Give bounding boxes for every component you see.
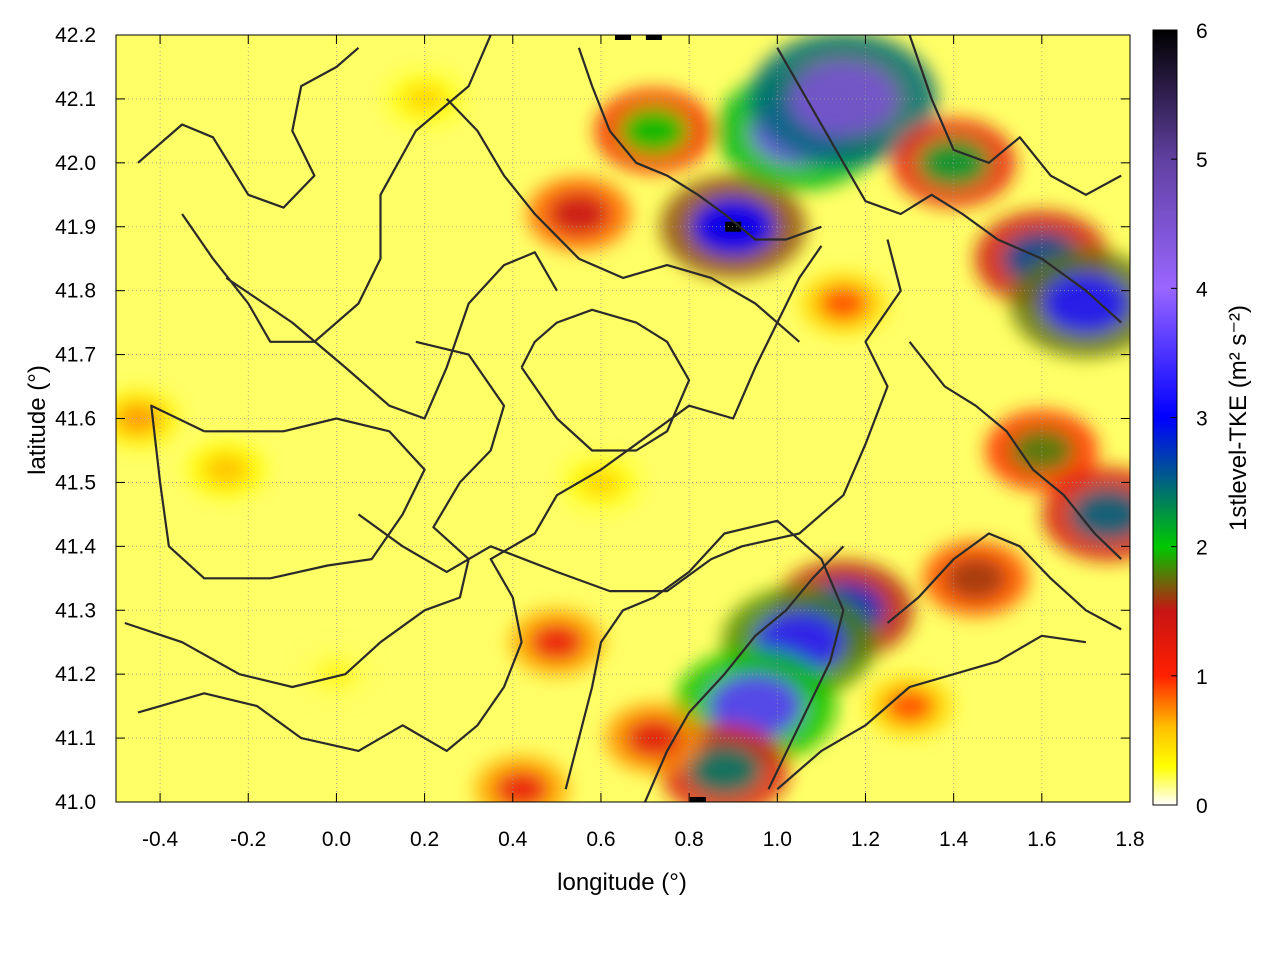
tke-max-spot xyxy=(689,797,706,802)
contour-line xyxy=(225,251,558,420)
x-axis-label: longitude (°) xyxy=(557,869,687,896)
tke-hotspot xyxy=(687,744,762,796)
y-tick-label: 42.1 xyxy=(55,88,96,111)
tke-max-spot xyxy=(725,221,742,232)
x-tick-label: 1.6 xyxy=(1027,828,1056,851)
y-tick-label: 42.0 xyxy=(55,152,96,175)
tke-hotspot xyxy=(1070,488,1130,541)
y-tick-label: 41.7 xyxy=(55,344,96,367)
colorbar-tick-label: 4 xyxy=(1196,278,1208,301)
x-tick-label: 0.4 xyxy=(498,828,528,851)
tke-hotspot xyxy=(116,402,162,435)
x-tick-label: 0.0 xyxy=(322,828,351,851)
tke-hotspot xyxy=(945,557,1007,600)
contour-line xyxy=(908,341,1122,560)
colorbar-tick-label: 1 xyxy=(1196,666,1208,689)
x-tick-label: 1.8 xyxy=(1115,828,1144,851)
contour-line xyxy=(776,634,1087,791)
y-tick-label: 41.8 xyxy=(55,280,96,303)
x-tick-label: 1.0 xyxy=(763,828,792,851)
x-tick-label: 0.6 xyxy=(586,828,615,851)
x-tick-label: -0.2 xyxy=(230,828,266,851)
colorbar-tick-label: 5 xyxy=(1196,149,1208,172)
colorbar-label: 1stlevel-TKE (m² s⁻²) xyxy=(1225,305,1252,531)
y-tick-label: 41.5 xyxy=(55,471,96,494)
tke-field xyxy=(116,35,1130,802)
colorbar: 0 1 2 3 4 5 6 1stlevel-TKE (m² s⁻²) xyxy=(1152,20,1252,818)
x-tick-label: 0.8 xyxy=(675,828,704,851)
y-axis: 41.0 41.1 41.2 41.3 41.4 41.5 41.6 41.7 41.8 41.9… xyxy=(55,24,1130,814)
tke-hotspot xyxy=(1009,428,1074,473)
contour-line xyxy=(124,340,506,689)
y-tick-label: 41.6 xyxy=(55,408,96,431)
contour-line xyxy=(776,47,1122,324)
contour-line xyxy=(137,46,360,209)
tke-hotspot xyxy=(708,674,802,739)
contour-line xyxy=(137,245,823,753)
tke-hotspot xyxy=(1042,273,1130,334)
grid xyxy=(116,35,1130,802)
colorbar-tick-label: 0 xyxy=(1196,795,1208,818)
colorbar-ticks: 0 1 2 3 4 5 6 xyxy=(1171,20,1208,818)
x-tick-label: -0.4 xyxy=(142,828,179,851)
tke-hotspot xyxy=(818,286,869,321)
contour-line xyxy=(357,239,902,593)
tke-hotspot xyxy=(620,107,688,154)
tke-hotspot xyxy=(494,770,549,802)
tke-hotspot xyxy=(918,138,989,188)
contour-line xyxy=(577,47,822,241)
y-tick-label: 41.9 xyxy=(55,216,96,239)
y-tick-label: 41.0 xyxy=(55,791,96,814)
x-tick-label: 1.4 xyxy=(939,828,969,851)
tke-hotspot xyxy=(549,193,609,235)
contours xyxy=(124,35,1122,802)
x-axis: -0.4 -0.2 0.0 0.2 0.4 0.6 0.8 1.0 1.2 1.4 1.6 1.8 xyxy=(142,35,1145,851)
contour-line xyxy=(886,532,1122,631)
contour-line xyxy=(643,545,845,802)
y-tick-label: 41.2 xyxy=(55,663,96,686)
contour-line xyxy=(908,35,1122,196)
colorbar-tick-label: 6 xyxy=(1196,20,1208,43)
x-tick-label: 1.2 xyxy=(851,828,880,851)
tke-max-spots xyxy=(615,35,742,802)
colorbar-tick-label: 3 xyxy=(1196,408,1208,431)
y-tick-label: 41.4 xyxy=(55,535,96,558)
contour-line xyxy=(181,35,492,343)
contour-line xyxy=(520,308,691,452)
y-tick-label: 41.1 xyxy=(55,727,96,750)
y-axis-label: latitude (°) xyxy=(24,365,51,475)
tke-hotspot xyxy=(529,623,585,661)
plot-area xyxy=(116,35,1130,802)
tke-hotspot xyxy=(203,454,249,486)
contour-line xyxy=(564,519,845,790)
tke-max-spot xyxy=(615,35,631,40)
x-tick-label: 0.2 xyxy=(410,828,439,851)
contour-line xyxy=(445,98,801,343)
tke-max-spot xyxy=(645,35,662,40)
contour-line xyxy=(150,404,426,580)
tke-hotspot xyxy=(884,689,935,724)
colorbar-tick-label: 2 xyxy=(1196,537,1208,560)
y-tick-label: 41.3 xyxy=(55,599,96,622)
y-tick-label: 42.2 xyxy=(55,24,96,47)
